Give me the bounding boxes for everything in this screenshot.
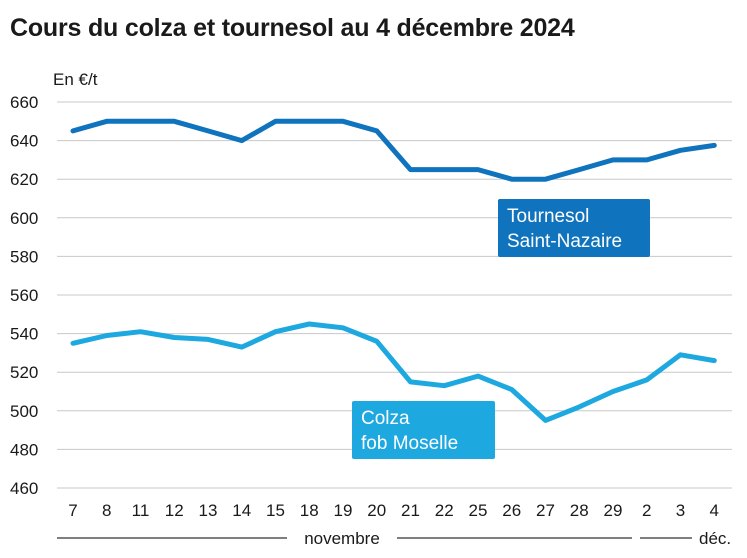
y-tick-label: 520 [10, 363, 38, 382]
x-axis-ticks: 7 8 11 12 13 14 15 18 19 20 21 22 25 26 27 28 29 2 3 4 [68, 501, 719, 520]
series-labels: Tournesol Saint-Nazaire Colza fob Moselle [352, 199, 650, 459]
y-tick-label: 620 [10, 170, 38, 189]
y-tick-label: 600 [10, 209, 38, 228]
chart-title: Cours du colza et tournesol au 4 décembr… [10, 14, 575, 42]
series-label-text: Saint-Nazaire [507, 231, 622, 252]
month-axis: novembre déc. [57, 529, 731, 548]
y-axis-label: En €/t [53, 70, 98, 89]
x-tick-label: 29 [604, 501, 623, 520]
x-tick-label: 27 [536, 501, 555, 520]
y-tick-label: 660 [10, 93, 38, 112]
x-tick-label: 15 [266, 501, 285, 520]
x-tick-label: 18 [300, 501, 319, 520]
series-line-colza [70, 321, 717, 423]
y-tick-label: 640 [10, 132, 38, 151]
x-tick-label: 22 [435, 501, 454, 520]
x-tick-label: 25 [469, 501, 488, 520]
y-tick-label: 580 [10, 247, 38, 266]
series-label-box [498, 199, 650, 257]
y-tick-label: 460 [10, 479, 38, 498]
x-tick-label: 8 [102, 501, 111, 520]
series-lines [70, 118, 717, 423]
x-tick-label: 26 [502, 501, 521, 520]
y-tick-label: 560 [10, 286, 38, 305]
x-tick-label: 7 [68, 501, 77, 520]
month-label: déc. [699, 529, 731, 548]
series-label-text: Tournesol [507, 206, 589, 227]
series-label-box [352, 401, 495, 459]
x-tick-label: 13 [199, 501, 218, 520]
x-tick-label: 28 [570, 501, 589, 520]
x-tick-label: 19 [334, 501, 353, 520]
x-tick-label: 14 [232, 501, 251, 520]
x-tick-label: 12 [165, 501, 184, 520]
y-tick-label: 540 [10, 325, 38, 344]
x-tick-label: 21 [401, 501, 420, 520]
y-tick-label: 500 [10, 402, 38, 421]
y-axis-ticks: 460 480 500 520 540 560 580 600 620 640 660 [10, 93, 38, 498]
series-label-text: Colza [361, 408, 410, 429]
y-tick-label: 480 [10, 440, 38, 459]
series-line-tournesol [70, 118, 717, 182]
x-tick-label: 3 [676, 501, 685, 520]
x-tick-label: 2 [642, 501, 651, 520]
month-label: novembre [304, 529, 380, 548]
x-tick-label: 11 [132, 501, 150, 520]
x-tick-label: 20 [367, 501, 386, 520]
x-tick-label: 4 [710, 501, 719, 520]
series-label-text: fob Moselle [361, 433, 458, 454]
